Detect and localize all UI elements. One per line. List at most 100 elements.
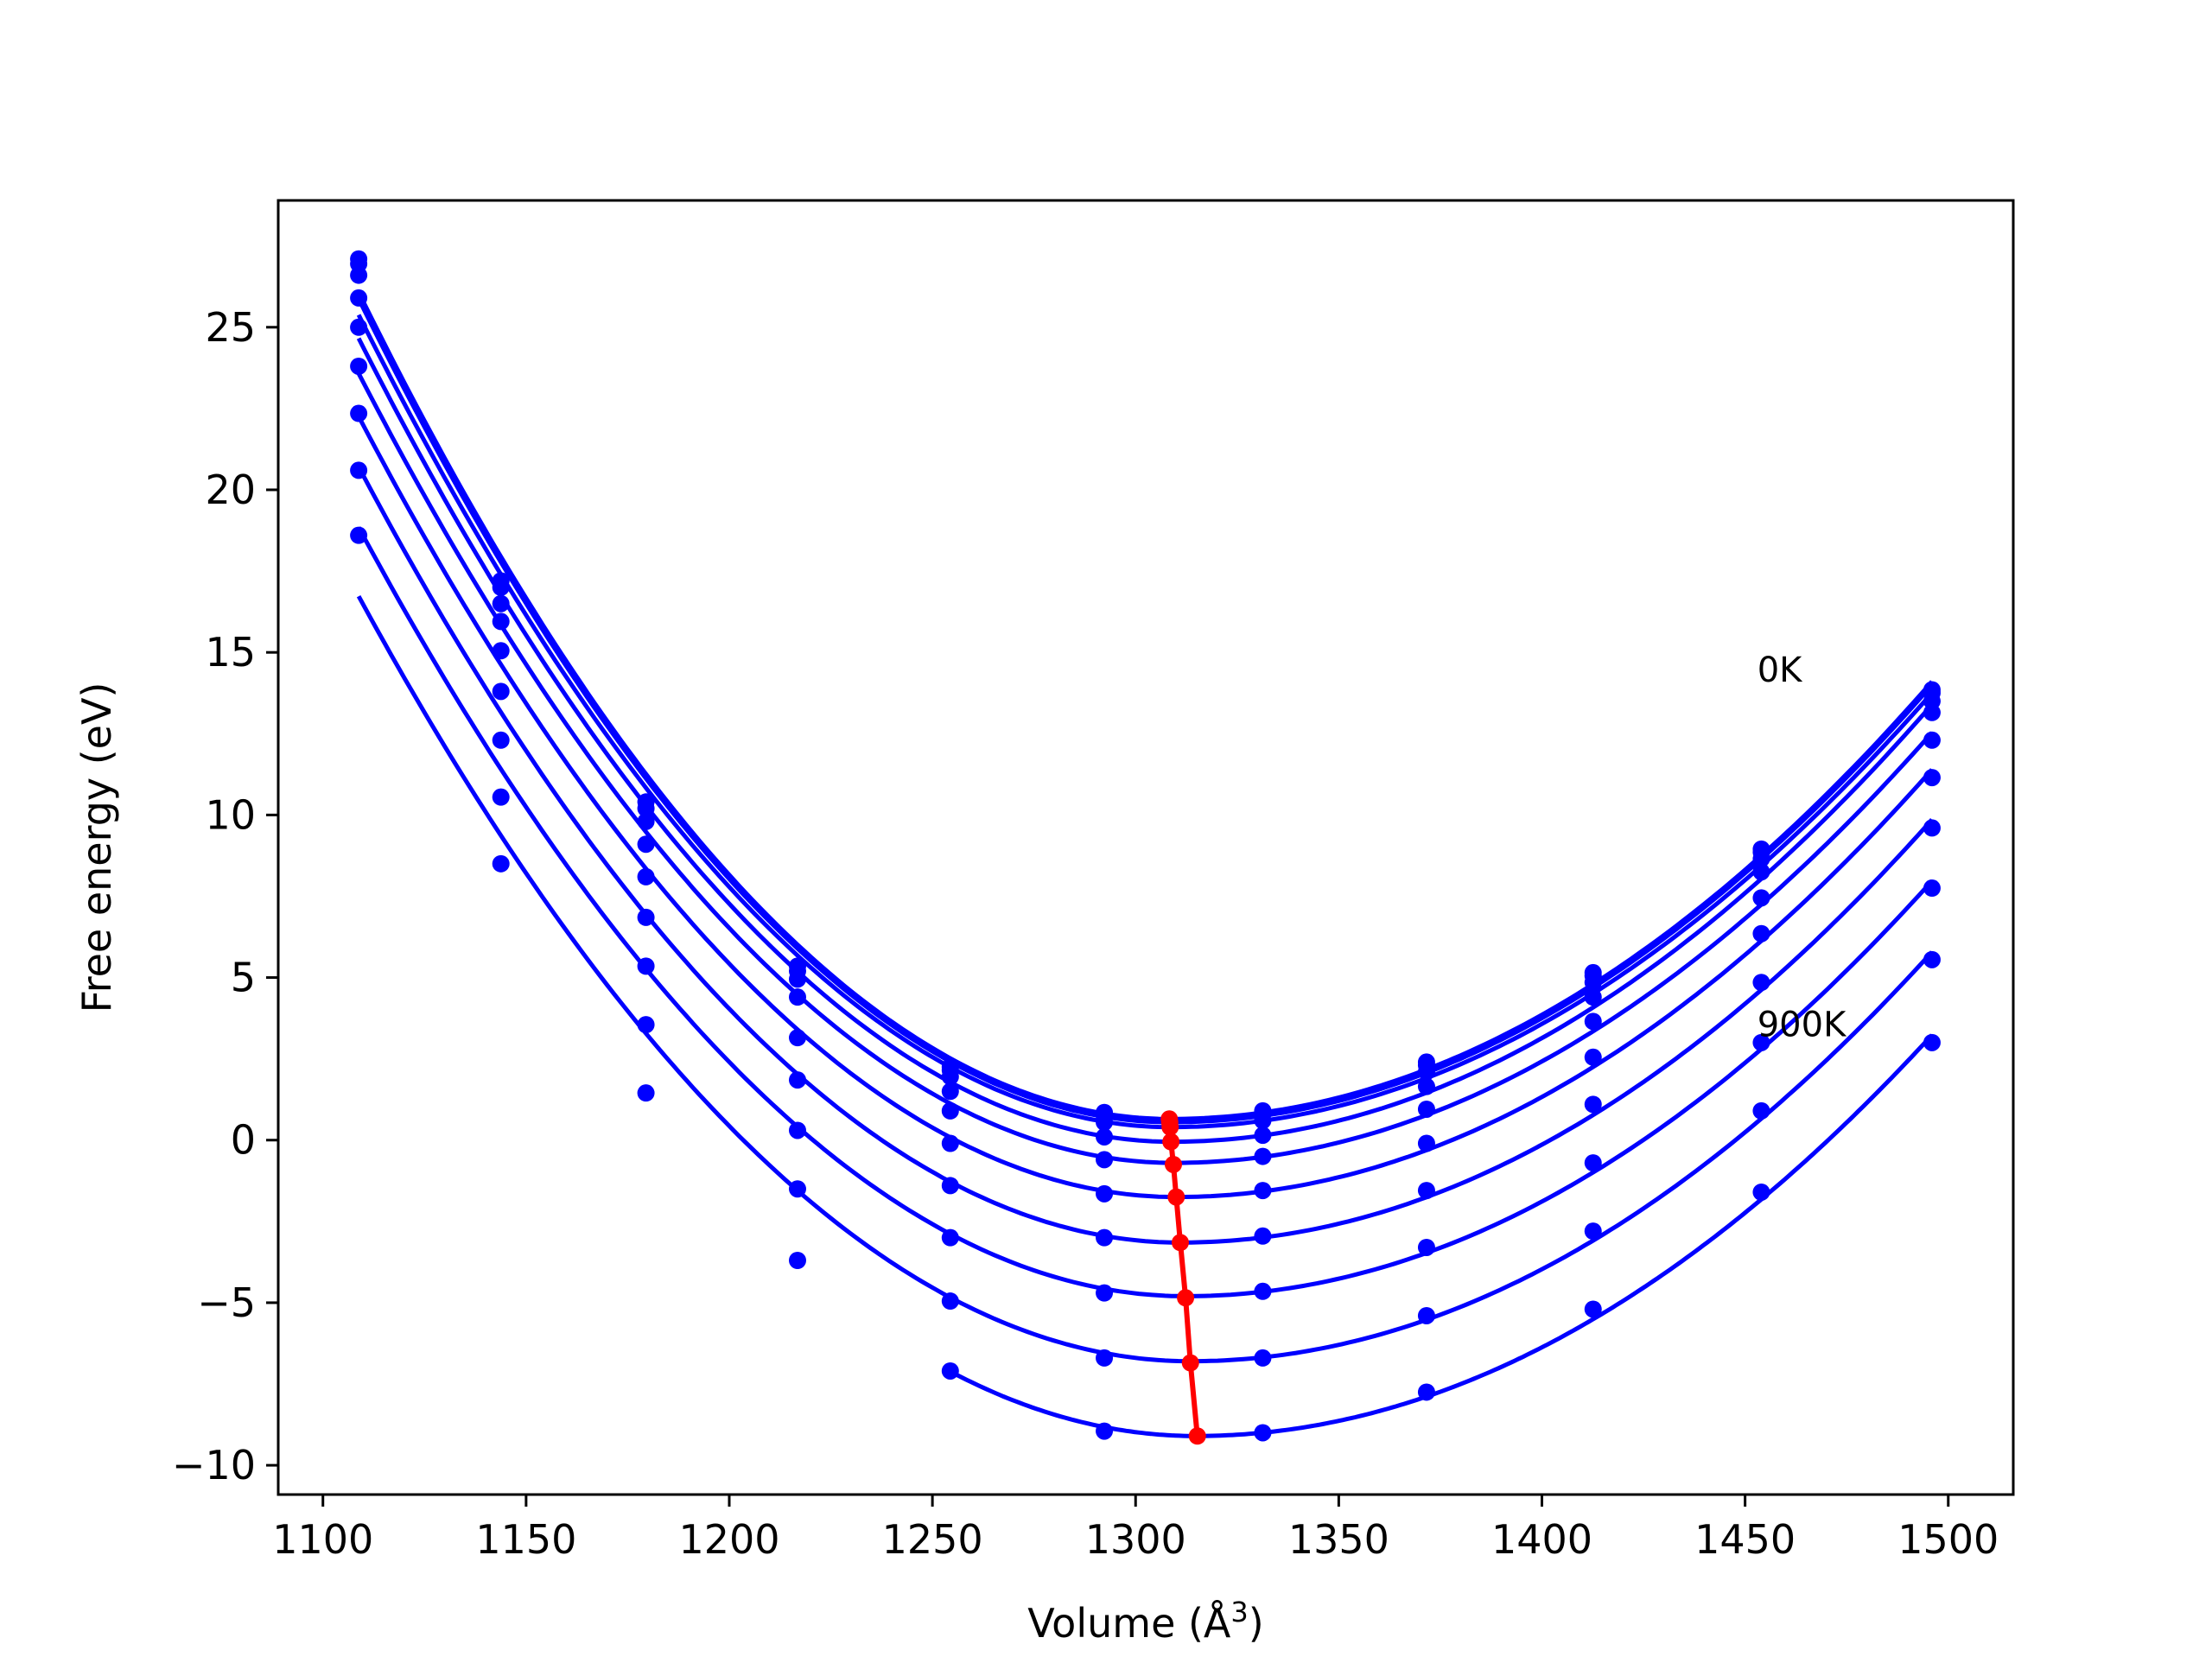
point-600K-0 [350, 404, 368, 422]
point-800K-0 [350, 526, 368, 544]
point-500K-8 [1584, 1048, 1602, 1066]
plot-frame [276, 199, 2015, 1496]
annotations: 0K 900K [1758, 651, 1847, 1044]
curve-600K [356, 466, 1934, 1245]
x-axis-label-superscript: 3 [1230, 1596, 1248, 1628]
x-axis: 1100 1150 1200 1250 1300 1350 1400 1450 1500 [272, 1495, 1999, 1563]
point-700K-7 [1417, 1238, 1435, 1256]
point-500K-10 [1923, 769, 1941, 787]
point-800K-8 [1584, 1222, 1602, 1241]
curve-400K [356, 372, 1934, 1165]
point-600K-3 [788, 1121, 806, 1139]
x-tick-label-1150: 1150 [475, 1516, 576, 1563]
point-700K-0 [350, 461, 368, 479]
curve-200K [356, 314, 1934, 1130]
curve-0K [356, 291, 1934, 1121]
point-700K-1 [492, 788, 510, 806]
point-900K-3 [1417, 1383, 1435, 1401]
point-800K-6 [1254, 1349, 1272, 1367]
point-700K-9 [1752, 1033, 1770, 1051]
annotation-900K: 900K [1758, 1005, 1847, 1044]
y-tick-label-15: 15 [205, 629, 256, 676]
series-minima [1160, 1110, 1206, 1445]
point-700K-4 [941, 1228, 959, 1247]
series-900K [941, 1033, 1941, 1442]
point-200K-5 [1096, 1114, 1114, 1132]
point-200K-6 [1254, 1112, 1272, 1130]
point-400K-10 [1923, 731, 1941, 749]
point-300K-10 [1923, 703, 1941, 721]
plot-content [350, 250, 1941, 1445]
point-300K-4 [941, 1082, 959, 1101]
y-tick-label-25: 25 [205, 304, 256, 351]
x-tick-label-1200: 1200 [678, 1516, 779, 1563]
point-300K-8 [1584, 988, 1602, 1006]
point-800K-4 [941, 1292, 959, 1311]
curve-700K [356, 526, 1934, 1298]
y-axis: −10 −5 0 5 10 15 20 25 [172, 304, 278, 1488]
point-500K-4 [941, 1134, 959, 1152]
point-500K-1 [492, 682, 510, 701]
curve-800K [356, 595, 1934, 1364]
point-900K-0 [941, 1362, 959, 1380]
minima-point-8 [1181, 1354, 1199, 1372]
point-200K-7 [1417, 1063, 1435, 1081]
minima-point-6 [1171, 1234, 1189, 1252]
point-300K-6 [1254, 1127, 1272, 1145]
point-600K-10 [1923, 819, 1941, 837]
y-tick-label-20: 20 [205, 467, 256, 513]
point-200K-0 [350, 266, 368, 284]
point-400K-0 [350, 318, 368, 336]
point-600K-9 [1752, 974, 1770, 992]
point-700K-5 [1096, 1284, 1114, 1302]
point-300K-9 [1752, 863, 1770, 881]
point-500K-0 [350, 357, 368, 375]
point-500K-9 [1752, 924, 1770, 943]
point-700K-6 [1254, 1282, 1272, 1300]
point-800K-5 [1096, 1349, 1114, 1367]
point-200K-9 [1752, 850, 1770, 868]
point-300K-5 [1096, 1127, 1114, 1146]
x-tick-label-1350: 1350 [1288, 1516, 1389, 1563]
point-800K-2 [637, 1084, 655, 1102]
y-tick-label-10: 10 [205, 791, 256, 838]
point-700K-10 [1923, 879, 1941, 898]
point-800K-10 [1923, 950, 1941, 968]
point-200K-8 [1584, 974, 1602, 992]
x-tick-label-1500: 1500 [1897, 1516, 1999, 1563]
point-300K-7 [1417, 1077, 1435, 1095]
minima-point-7 [1177, 1289, 1195, 1307]
point-500K-7 [1417, 1134, 1435, 1152]
x-axis-label-text: Volume (Å [1027, 1600, 1231, 1647]
point-400K-7 [1417, 1100, 1435, 1118]
series-300K [350, 289, 1941, 1146]
y-tick-label-5: 5 [231, 955, 256, 1001]
point-700K-8 [1584, 1154, 1602, 1172]
y-tick-label-0: 0 [231, 1117, 256, 1164]
x-tick-label-1300: 1300 [1085, 1516, 1186, 1563]
curve-500K [356, 415, 1934, 1200]
x-tick-label-1450: 1450 [1694, 1516, 1796, 1563]
point-900K-1 [1096, 1422, 1114, 1440]
point-900K-4 [1584, 1300, 1602, 1318]
minima-point-5 [1167, 1188, 1185, 1206]
point-600K-8 [1584, 1095, 1602, 1114]
x-tick-label-1250: 1250 [882, 1516, 983, 1563]
point-500K-6 [1254, 1182, 1272, 1200]
y-tick-label--10: −10 [172, 1442, 256, 1488]
minima-point-9 [1188, 1427, 1206, 1445]
x-tick-label-1400: 1400 [1491, 1516, 1592, 1563]
point-800K-3 [788, 1252, 806, 1270]
point-800K-9 [1752, 1101, 1770, 1120]
y-tick-label--5: −5 [197, 1279, 256, 1326]
y-axis-label: Free energy (eV) [73, 682, 120, 1013]
series-200K [350, 266, 1941, 1132]
minima-point-3 [1162, 1133, 1180, 1151]
point-900K-5 [1752, 1183, 1770, 1201]
x-tick-label-1100: 1100 [272, 1516, 373, 1563]
point-300K-0 [350, 289, 368, 307]
point-900K-6 [1923, 1033, 1941, 1051]
minima-point-4 [1164, 1155, 1182, 1173]
